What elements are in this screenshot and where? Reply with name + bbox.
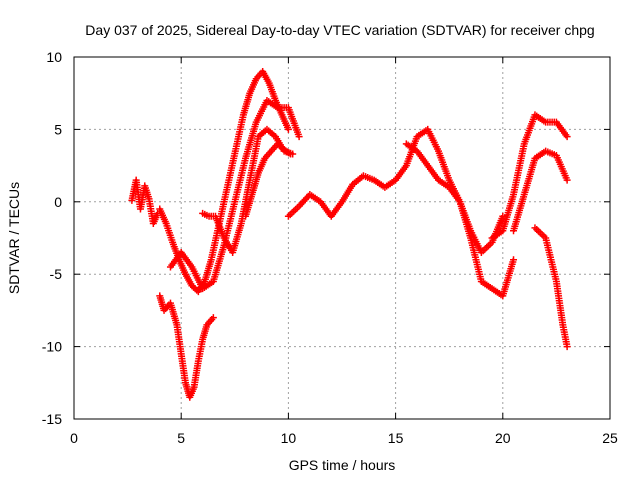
series-arc-j: [531, 224, 571, 351]
y-axis-label: SDTVAR / TECUs: [6, 182, 22, 294]
y-tick-label: -10: [42, 339, 62, 355]
x-tick-label: 25: [602, 430, 618, 446]
series-arc-c: [156, 292, 217, 401]
series-arc-d: [166, 96, 303, 293]
data-point: [563, 133, 571, 141]
series-arc-f: [242, 140, 295, 220]
x-tick-label: 0: [70, 430, 78, 446]
x-tick-label: 5: [177, 430, 185, 446]
data-points: [128, 67, 571, 401]
series-arc-h: [402, 140, 518, 300]
data-point: [284, 125, 292, 133]
data-point: [209, 314, 217, 322]
x-tick-label: 20: [495, 430, 511, 446]
x-axis-label: GPS time / hours: [289, 457, 396, 473]
plot-frame: [73, 56, 611, 420]
axis-ticks: [73, 56, 611, 420]
y-tick-label: -15: [42, 411, 62, 427]
series-arc-a: [128, 176, 162, 228]
axis-tick-labels: 0 5 10 15 20 25 -15 -10 -5 0 5 10: [42, 49, 618, 446]
data-point: [563, 176, 571, 184]
x-tick-label: 10: [281, 430, 297, 446]
data-point: [499, 212, 507, 220]
y-tick-label: -5: [50, 266, 63, 282]
y-tick-label: 5: [54, 121, 62, 137]
y-tick-label: 10: [46, 49, 62, 65]
y-tick-label: 0: [54, 194, 62, 210]
data-point: [287, 150, 295, 158]
data-point: [510, 256, 518, 264]
chart-title: Day 037 of 2025, Sidereal Day-to-day VTE…: [85, 22, 594, 38]
data-point: [295, 133, 303, 141]
x-tick-label: 15: [388, 430, 404, 446]
series-arc-k: [510, 147, 571, 235]
data-point: [563, 343, 571, 351]
series-arc-i: [488, 111, 571, 242]
